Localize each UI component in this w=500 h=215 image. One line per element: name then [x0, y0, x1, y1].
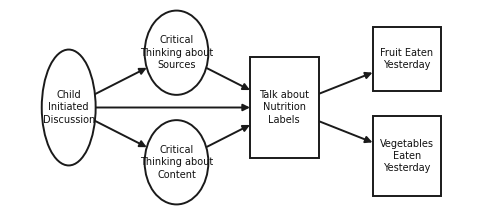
FancyBboxPatch shape [372, 28, 441, 91]
FancyBboxPatch shape [250, 57, 318, 158]
Ellipse shape [42, 50, 96, 166]
Text: Talk about
Nutrition
Labels: Talk about Nutrition Labels [260, 90, 310, 125]
Text: Vegetables
Eaten
Yesterday: Vegetables Eaten Yesterday [380, 138, 434, 173]
FancyBboxPatch shape [372, 116, 441, 196]
Ellipse shape [144, 120, 208, 204]
Text: Critical
Thinking about
Sources: Critical Thinking about Sources [140, 35, 213, 70]
Ellipse shape [144, 11, 208, 95]
Text: Child
Initiated
Discussion: Child Initiated Discussion [42, 90, 95, 125]
Text: Fruit Eaten
Yesterday: Fruit Eaten Yesterday [380, 48, 434, 70]
Text: Critical
Thinking about
Content: Critical Thinking about Content [140, 145, 213, 180]
